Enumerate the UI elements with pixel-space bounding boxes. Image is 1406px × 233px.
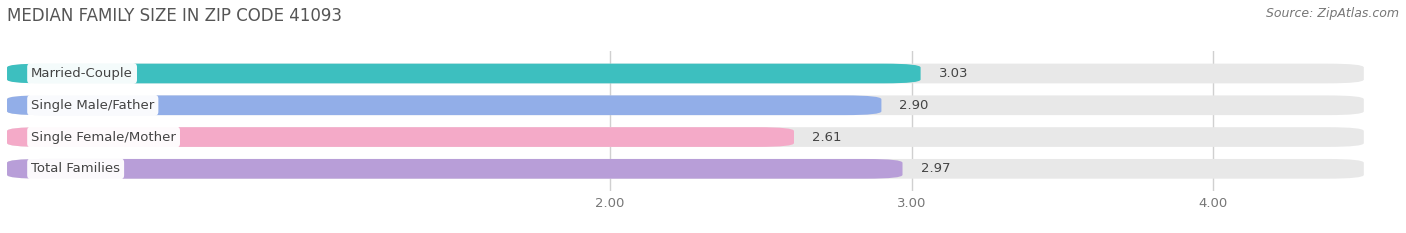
Text: 3.03: 3.03 bbox=[939, 67, 969, 80]
Text: 2.97: 2.97 bbox=[921, 162, 950, 175]
Text: Married-Couple: Married-Couple bbox=[31, 67, 134, 80]
FancyBboxPatch shape bbox=[7, 64, 1364, 83]
FancyBboxPatch shape bbox=[7, 159, 1364, 179]
Text: MEDIAN FAMILY SIZE IN ZIP CODE 41093: MEDIAN FAMILY SIZE IN ZIP CODE 41093 bbox=[7, 7, 342, 25]
FancyBboxPatch shape bbox=[7, 96, 1364, 115]
FancyBboxPatch shape bbox=[7, 64, 921, 83]
Text: Source: ZipAtlas.com: Source: ZipAtlas.com bbox=[1265, 7, 1399, 20]
Text: 2.90: 2.90 bbox=[900, 99, 929, 112]
Text: Total Families: Total Families bbox=[31, 162, 120, 175]
Text: Single Male/Father: Single Male/Father bbox=[31, 99, 155, 112]
Text: Single Female/Mother: Single Female/Mother bbox=[31, 130, 176, 144]
FancyBboxPatch shape bbox=[7, 96, 882, 115]
Text: 2.61: 2.61 bbox=[813, 130, 842, 144]
FancyBboxPatch shape bbox=[7, 159, 903, 179]
FancyBboxPatch shape bbox=[7, 127, 794, 147]
FancyBboxPatch shape bbox=[7, 127, 1364, 147]
